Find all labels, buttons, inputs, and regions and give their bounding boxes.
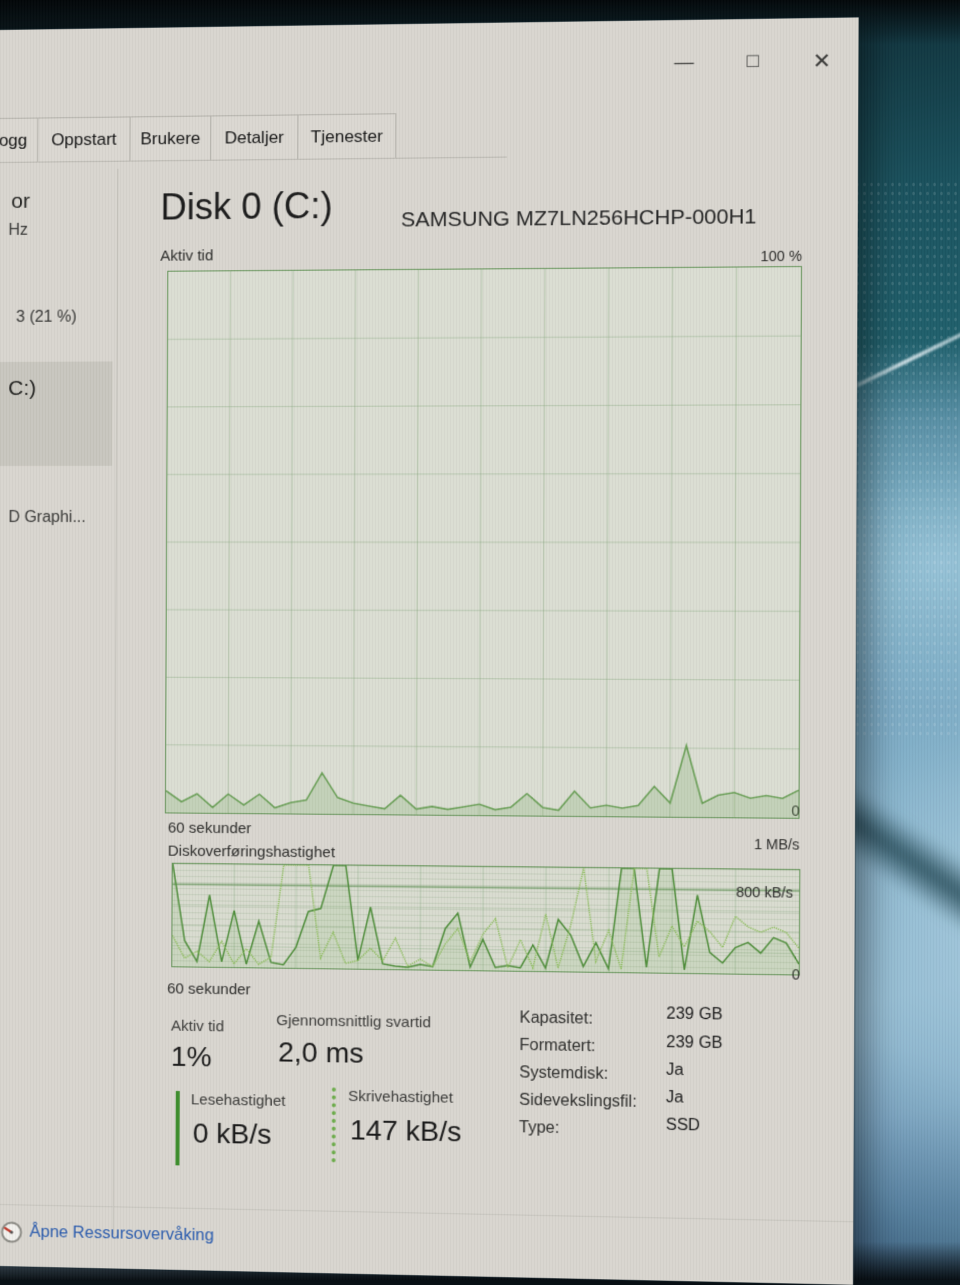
sidebar-item-cpu[interactable]: or xyxy=(0,190,30,216)
detail-type-label: Type: xyxy=(519,1119,559,1138)
tab-oppstart[interactable]: Oppstart xyxy=(38,116,130,161)
tab-label: Oppstart xyxy=(51,129,117,150)
task-manager-window: — □ ✕ ogg Oppstart Brukere Detaljer Tjen… xyxy=(0,17,859,1284)
sidebar-item-disk-label[interactable]: C:) xyxy=(0,377,36,402)
tab-label: Brukere xyxy=(140,128,200,149)
sidebar-separator xyxy=(113,169,119,1235)
tab-brukere[interactable]: Brukere xyxy=(130,115,211,160)
tab-label: ogg xyxy=(0,130,27,150)
sidebar-item-gpu[interactable]: D Graphi... xyxy=(0,509,86,527)
latency-stat-label: Gjennomsnittlig svartid xyxy=(276,1012,431,1031)
tab-tjenester[interactable]: Tjenester xyxy=(298,113,396,159)
page-title: Disk 0 (C:) xyxy=(160,185,332,229)
tab-strip: ogg Oppstart Brukere Detaljer Tjenester xyxy=(0,112,507,165)
detail-capacity-value: 239 GB xyxy=(666,1005,723,1024)
detail-pagefile-value: Ja xyxy=(666,1089,684,1108)
detail-capacity-label: Kapasitet: xyxy=(519,1009,592,1028)
active-chart-max-label: 100 % xyxy=(713,248,802,265)
detail-pagefile-label: Sidevekslingsfil: xyxy=(519,1092,637,1112)
transfer-chart-label: Diskoverføringshastighet xyxy=(168,843,335,862)
transfer-chart-max-label: 1 MB/s xyxy=(700,835,799,852)
close-icon: ✕ xyxy=(812,48,831,74)
detail-systemdisk-label: Systemdisk: xyxy=(519,1064,608,1084)
tab-label: Detaljer xyxy=(225,127,284,148)
transfer-rate-chart: 800 kB/s xyxy=(171,863,800,976)
active-time-chart xyxy=(165,266,802,819)
read-speed-bar-icon xyxy=(175,1091,179,1165)
close-button[interactable]: ✕ xyxy=(800,42,844,79)
tab-detaljer[interactable]: Detaljer xyxy=(211,114,298,159)
transfer-chart-xlabel: 60 sekunder xyxy=(167,980,251,998)
minimize-icon: — xyxy=(674,51,694,74)
detail-type-value: SSD xyxy=(666,1117,700,1136)
latency-stat-value: 2,0 ms xyxy=(278,1036,364,1070)
tab-applogg[interactable]: ogg xyxy=(0,118,38,165)
active-time-stat-value: 1% xyxy=(171,1041,212,1074)
active-chart-label: Aktiv tid xyxy=(160,247,213,265)
read-speed-label: Lesehastighet xyxy=(191,1091,286,1110)
read-speed-value: 0 kB/s xyxy=(193,1117,272,1151)
transfer-chart-mid-label: 800 kB/s xyxy=(736,884,793,901)
sidebar-item-memory-sub[interactable]: 3 (21 %) xyxy=(0,309,77,329)
disk-model: SAMSUNG MZ7LN256HCHP-000H1 xyxy=(401,205,757,233)
detail-systemdisk-value: Ja xyxy=(666,1061,684,1080)
tab-label: Tjenester xyxy=(311,126,383,147)
detail-formatted-value: 239 GB xyxy=(666,1034,723,1053)
window-controls: — □ ✕ xyxy=(662,42,844,81)
maximize-button[interactable]: □ xyxy=(731,43,775,80)
active-time-stat-label: Aktiv tid xyxy=(171,1018,224,1036)
maximize-icon: □ xyxy=(747,51,759,74)
detail-formatted-label: Formatert: xyxy=(519,1037,595,1056)
write-speed-label: Skrivehastighet xyxy=(348,1088,453,1107)
write-speed-bar-icon xyxy=(332,1088,336,1163)
sidebar-item-cpu-sub: Hz xyxy=(0,222,28,242)
resource-monitor-icon xyxy=(0,1220,24,1245)
open-resource-monitor-link[interactable]: Åpne Ressursovervåking xyxy=(29,1223,214,1246)
active-chart-xlabel: 60 sekunder xyxy=(168,819,252,837)
minimize-button[interactable]: — xyxy=(662,44,706,81)
write-speed-value: 147 kB/s xyxy=(350,1114,462,1148)
footer-separator xyxy=(0,1200,853,1222)
